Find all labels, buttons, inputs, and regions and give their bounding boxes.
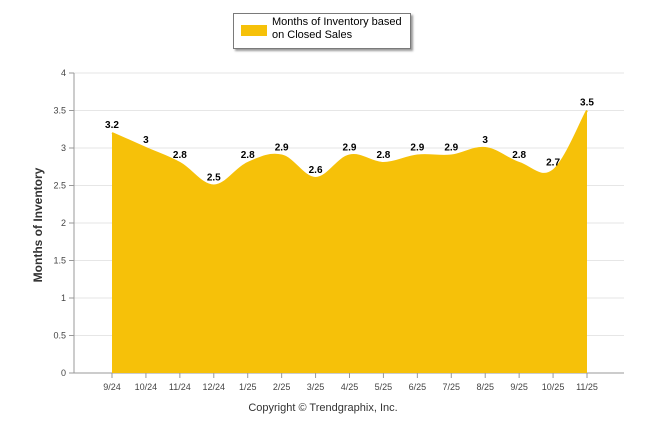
data-label: 3.2	[105, 120, 119, 131]
data-label: 3.5	[580, 98, 594, 109]
data-label: 2.7	[546, 158, 560, 169]
x-tick-label: 11/24	[169, 382, 191, 392]
x-tick-label: 11/25	[576, 382, 598, 392]
legend-swatch	[241, 25, 267, 36]
x-tick-label: 9/25	[510, 382, 528, 392]
x-tick-label: 10/24	[135, 382, 158, 392]
x-tick-label: 2/25	[273, 382, 291, 392]
y-tick-label: 3	[61, 143, 66, 153]
data-label: 3	[143, 135, 149, 146]
y-tick-label: 1	[61, 293, 66, 303]
x-tick-label: 10/25	[542, 382, 565, 392]
y-tick-label: 2	[61, 218, 66, 228]
data-labels: 3.2 3 2.8 2.5 2.8 2.9 2.6 2.9 2.8 2.9 2.9 3 2.8 2.7 3.…	[105, 98, 594, 184]
copyright-text: Copyright © Trendgraphix, Inc.	[248, 402, 398, 414]
y-tick-label: 1.5	[53, 256, 66, 266]
y-axis: 0 0.5 1 1.5 2 2.5 3 3.5 4	[53, 68, 75, 378]
x-tick-label: 3/25	[307, 382, 325, 392]
x-tick-label: 6/25	[409, 382, 427, 392]
data-label: 2.9	[343, 143, 357, 154]
data-label: 2.5	[207, 173, 221, 184]
y-tick-label: 3.5	[53, 106, 66, 116]
data-label: 2.8	[376, 150, 390, 161]
data-label: 2.9	[275, 143, 289, 154]
series-area	[111, 110, 588, 373]
data-label: 2.6	[309, 165, 323, 176]
x-tick-label: 4/25	[341, 382, 359, 392]
y-tick-label: 4	[61, 68, 66, 78]
series-area-fill	[112, 110, 587, 373]
legend-label: Months of Inventory based on Closed Sale…	[272, 16, 402, 41]
data-label: 2.9	[444, 143, 458, 154]
x-tick-label: 8/25	[476, 382, 494, 392]
x-tick-label: 12/24	[203, 382, 226, 392]
series-line	[111, 110, 588, 187]
y-tick-label: 0	[61, 368, 66, 378]
data-label: 2.8	[173, 150, 187, 161]
x-tick-label: 1/25	[239, 382, 257, 392]
x-axis: 9/24 10/24 11/24 12/24 1/25 2/25 3/25 4/25 5/25 6…	[74, 372, 624, 392]
x-tick-label: 7/25	[443, 382, 461, 392]
x-tick-label: 9/24	[103, 382, 121, 392]
data-label: 2.8	[512, 150, 526, 161]
data-label: 3	[482, 135, 488, 146]
y-tick-label: 2.5	[53, 181, 66, 191]
data-label: 2.8	[241, 150, 255, 161]
data-label: 2.9	[410, 143, 424, 154]
x-tick-label: 5/25	[375, 382, 393, 392]
legend[interactable]: Months of Inventory based on Closed Sale…	[233, 13, 411, 49]
y-axis-title: Months of Inventory	[31, 167, 45, 283]
y-tick-label: 0.5	[53, 331, 66, 341]
